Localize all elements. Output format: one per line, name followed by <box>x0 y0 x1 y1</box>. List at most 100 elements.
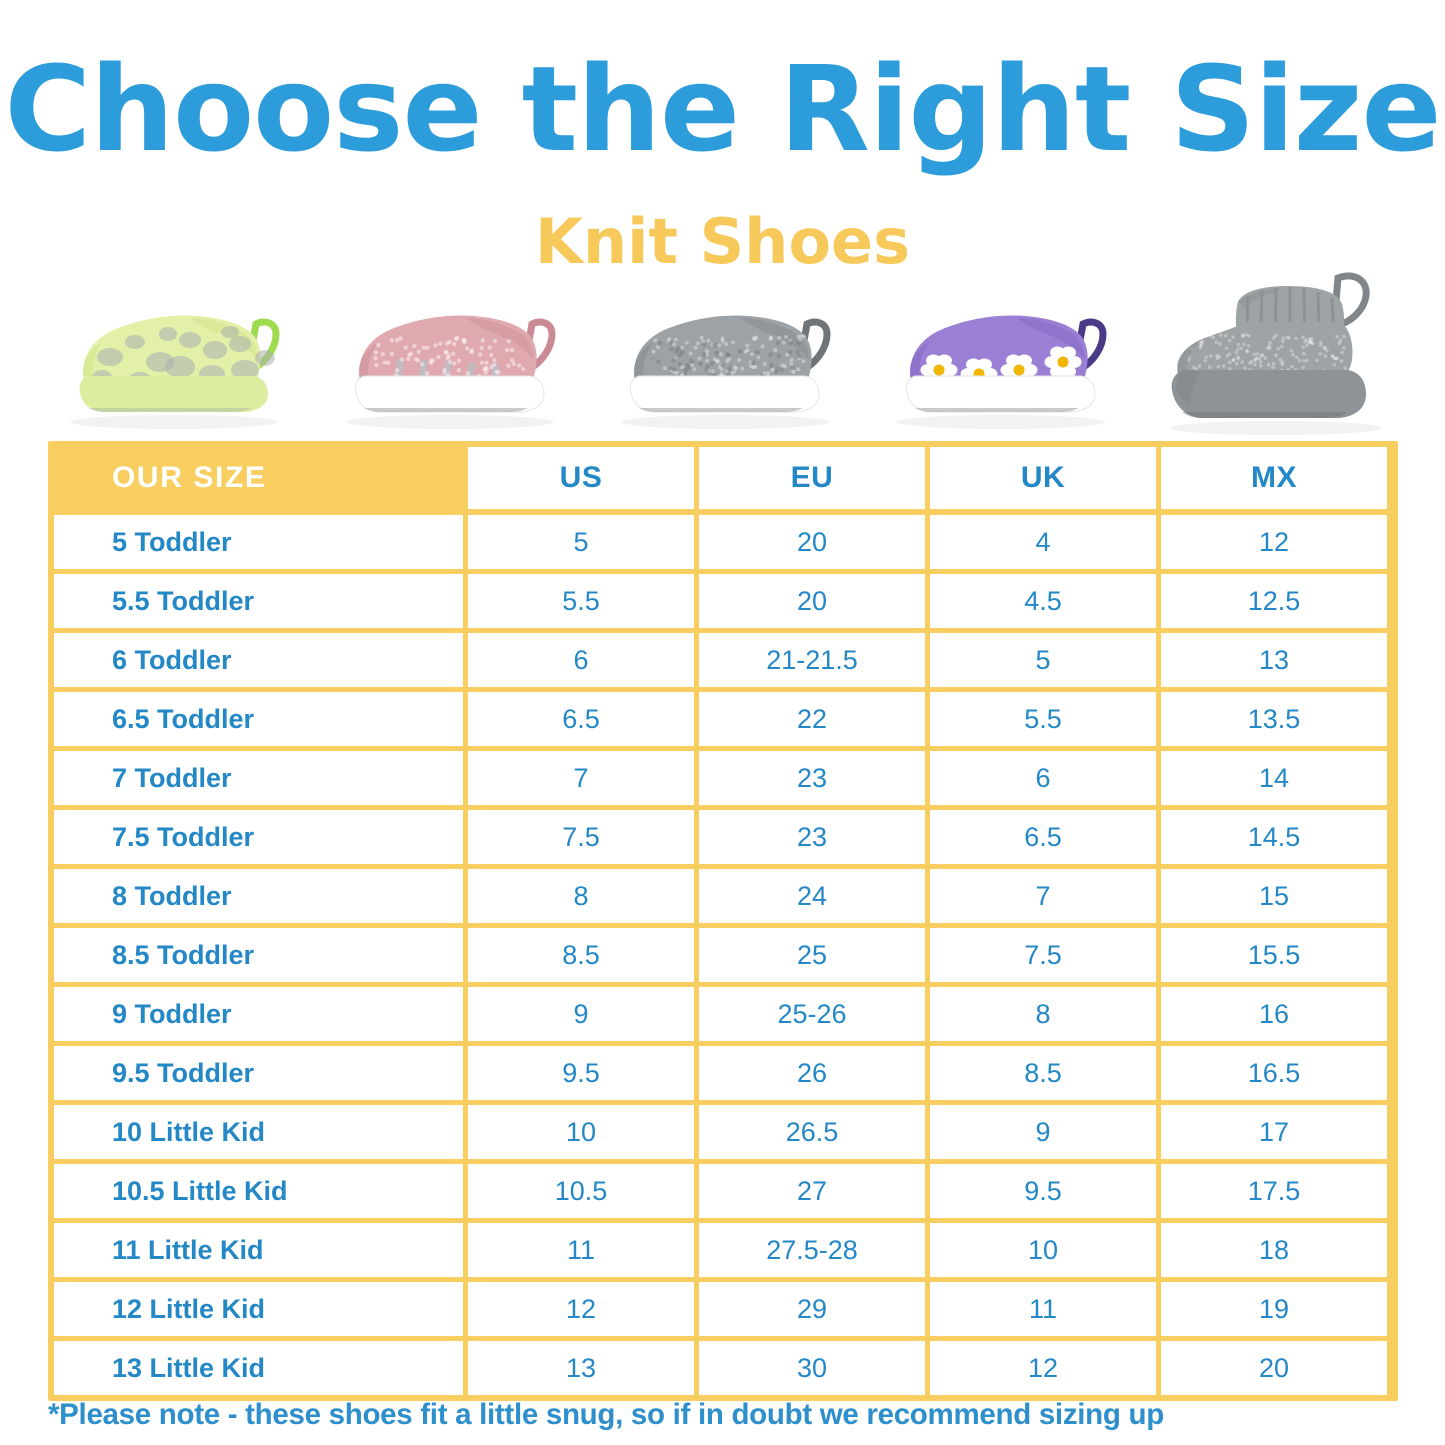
row-size-label: 9 Toddler <box>54 987 463 1041</box>
row-eu-value: 25-26 <box>699 987 925 1041</box>
row-mx-value: 13 <box>1161 633 1387 687</box>
column-header-eu: EU <box>699 447 925 509</box>
row-eu-value: 30 <box>699 1341 925 1395</box>
row-uk-value: 6 <box>930 751 1156 805</box>
row-us-value: 12 <box>468 1282 694 1336</box>
row-size-label: 7.5 Toddler <box>54 810 463 864</box>
table-row: 13 Little Kid 13 30 12 20 <box>54 1341 1392 1395</box>
row-mx-value: 16.5 <box>1161 1046 1387 1100</box>
row-mx-value: 20 <box>1161 1341 1387 1395</box>
row-size-label: 8 Toddler <box>54 869 463 923</box>
row-eu-value: 25 <box>699 928 925 982</box>
row-size-label: 10 Little Kid <box>54 1105 463 1159</box>
page-title: Choose the Right Size <box>0 48 1445 172</box>
row-us-value: 7.5 <box>468 810 694 864</box>
row-uk-value: 5 <box>930 633 1156 687</box>
size-table: OUR SIZE US EU UK MX 5 Toddler 5 20 4 12 5.5 … <box>48 441 1398 1401</box>
row-uk-value: 7 <box>930 869 1156 923</box>
column-header-mx: MX <box>1161 447 1387 509</box>
row-mx-value: 13.5 <box>1161 692 1387 746</box>
pink-knit-shoe <box>316 262 584 440</box>
table-row: 5 Toddler 5 20 4 12 <box>54 515 1392 569</box>
table-row: 10.5 Little Kid 10.5 27 9.5 17.5 <box>54 1164 1392 1218</box>
purple-daisy-knit-shoe <box>867 262 1135 440</box>
gray-high-top-knit-boot <box>1142 262 1410 440</box>
row-size-label: 5.5 Toddler <box>54 574 463 628</box>
column-header-uk: UK <box>930 447 1156 509</box>
row-mx-value: 12.5 <box>1161 574 1387 628</box>
row-eu-value: 27 <box>699 1164 925 1218</box>
row-uk-value: 8 <box>930 987 1156 1041</box>
row-size-label: 13 Little Kid <box>54 1341 463 1395</box>
row-us-value: 5.5 <box>468 574 694 628</box>
table-row: 8.5 Toddler 8.5 25 7.5 15.5 <box>54 928 1392 982</box>
table-row: 7 Toddler 7 23 6 14 <box>54 751 1392 805</box>
row-uk-value: 11 <box>930 1282 1156 1336</box>
row-us-value: 10 <box>468 1105 694 1159</box>
row-uk-value: 4.5 <box>930 574 1156 628</box>
row-us-value: 11 <box>468 1223 694 1277</box>
row-uk-value: 6.5 <box>930 810 1156 864</box>
row-eu-value: 23 <box>699 751 925 805</box>
table-row: 5.5 Toddler 5.5 20 4.5 12.5 <box>54 574 1392 628</box>
row-eu-value: 26.5 <box>699 1105 925 1159</box>
row-uk-value: 8.5 <box>930 1046 1156 1100</box>
lime-leopard-knit-shoe <box>40 262 308 440</box>
table-row: 6 Toddler 6 21-21.5 5 13 <box>54 633 1392 687</box>
row-eu-value: 24 <box>699 869 925 923</box>
row-us-value: 6 <box>468 633 694 687</box>
row-uk-value: 4 <box>930 515 1156 569</box>
table-row: 9.5 Toddler 9.5 26 8.5 16.5 <box>54 1046 1392 1100</box>
row-eu-value: 21-21.5 <box>699 633 925 687</box>
row-mx-value: 15.5 <box>1161 928 1387 982</box>
row-us-value: 10.5 <box>468 1164 694 1218</box>
row-us-value: 5 <box>468 515 694 569</box>
row-uk-value: 10 <box>930 1223 1156 1277</box>
row-mx-value: 18 <box>1161 1223 1387 1277</box>
row-eu-value: 20 <box>699 574 925 628</box>
row-uk-value: 7.5 <box>930 928 1156 982</box>
row-us-value: 8 <box>468 869 694 923</box>
table-row: 11 Little Kid 11 27.5-28 10 18 <box>54 1223 1392 1277</box>
row-mx-value: 14 <box>1161 751 1387 805</box>
gray-knit-shoe <box>591 262 859 440</box>
row-us-value: 13 <box>468 1341 694 1395</box>
row-uk-value: 12 <box>930 1341 1156 1395</box>
row-size-label: 10.5 Little Kid <box>54 1164 463 1218</box>
row-size-label: 6 Toddler <box>54 633 463 687</box>
row-size-label: 5 Toddler <box>54 515 463 569</box>
table-row: 7.5 Toddler 7.5 23 6.5 14.5 <box>54 810 1392 864</box>
row-eu-value: 27.5-28 <box>699 1223 925 1277</box>
row-size-label: 7 Toddler <box>54 751 463 805</box>
row-size-label: 8.5 Toddler <box>54 928 463 982</box>
row-eu-value: 23 <box>699 810 925 864</box>
size-chart-page: Choose the Right Size Knit Shoes <box>0 0 1445 1445</box>
row-eu-value: 29 <box>699 1282 925 1336</box>
row-mx-value: 19 <box>1161 1282 1387 1336</box>
row-uk-value: 9 <box>930 1105 1156 1159</box>
row-eu-value: 20 <box>699 515 925 569</box>
row-us-value: 8.5 <box>468 928 694 982</box>
table-row: 6.5 Toddler 6.5 22 5.5 13.5 <box>54 692 1392 746</box>
row-eu-value: 22 <box>699 692 925 746</box>
row-us-value: 9 <box>468 987 694 1041</box>
row-size-label: 9.5 Toddler <box>54 1046 463 1100</box>
row-mx-value: 17.5 <box>1161 1164 1387 1218</box>
row-us-value: 9.5 <box>468 1046 694 1100</box>
row-mx-value: 14.5 <box>1161 810 1387 864</box>
row-uk-value: 5.5 <box>930 692 1156 746</box>
table-row: 9 Toddler 9 25-26 8 16 <box>54 987 1392 1041</box>
row-size-label: 12 Little Kid <box>54 1282 463 1336</box>
row-us-value: 6.5 <box>468 692 694 746</box>
column-header-us: US <box>468 447 694 509</box>
row-us-value: 7 <box>468 751 694 805</box>
row-mx-value: 12 <box>1161 515 1387 569</box>
table-row: 12 Little Kid 12 29 11 19 <box>54 1282 1392 1336</box>
row-mx-value: 17 <box>1161 1105 1387 1159</box>
row-eu-value: 26 <box>699 1046 925 1100</box>
row-size-label: 6.5 Toddler <box>54 692 463 746</box>
sizing-footnote: *Please note - these shoes fit a little … <box>48 1398 1408 1432</box>
column-header-our-size: OUR SIZE <box>54 447 463 509</box>
row-mx-value: 15 <box>1161 869 1387 923</box>
row-uk-value: 9.5 <box>930 1164 1156 1218</box>
